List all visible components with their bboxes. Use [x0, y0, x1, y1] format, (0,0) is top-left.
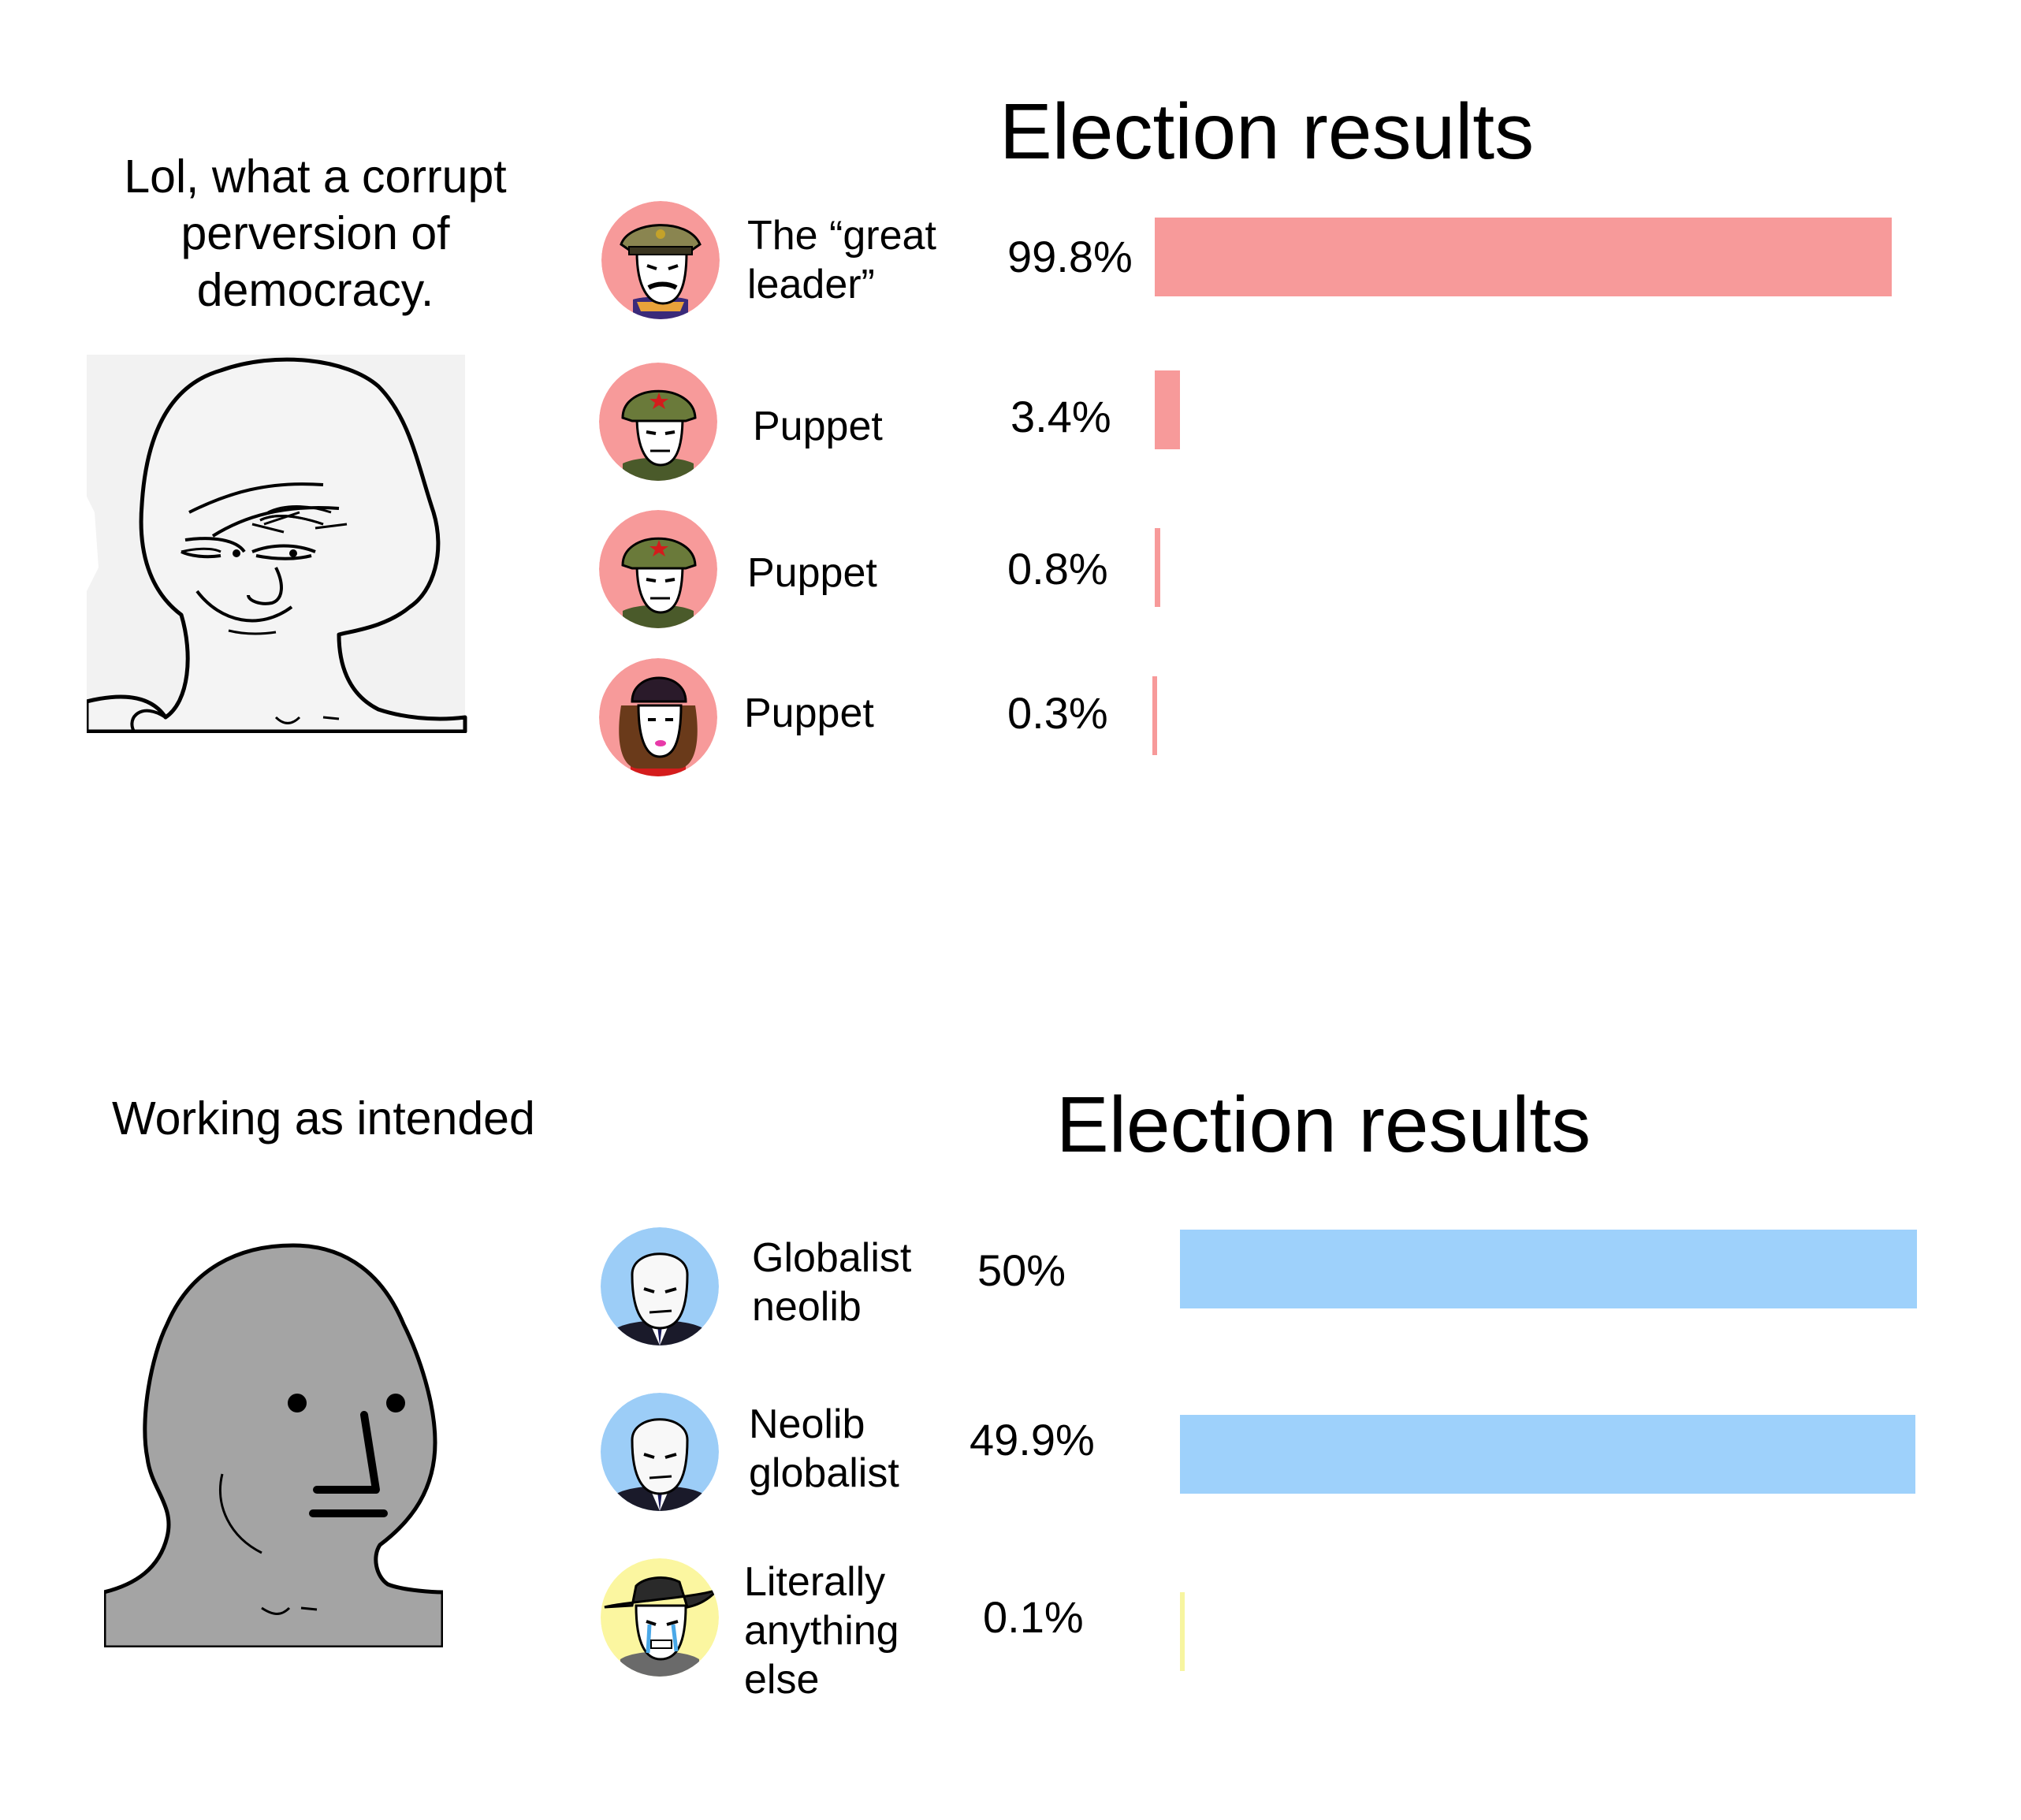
suit-man-avatar-icon — [601, 1227, 719, 1345]
percent-label: 3.4% — [1010, 392, 1111, 441]
top-chart-title: Election results — [999, 87, 1535, 176]
percent-label: 50% — [977, 1245, 1066, 1295]
percent-label: 49.9% — [970, 1415, 1095, 1465]
percent-label: 0.1% — [983, 1592, 1084, 1642]
candidate-label: The “great leader” — [747, 213, 936, 307]
result-bar — [1155, 370, 1180, 449]
percent-label: 0.8% — [1007, 544, 1108, 594]
bottom-chart-title: Election results — [1056, 1081, 1591, 1169]
result-bar — [1180, 1230, 1917, 1308]
candidate-label: Globalist neolib — [752, 1235, 912, 1330]
percent-label: 99.8% — [1007, 232, 1133, 281]
candidate-label: Puppet — [744, 690, 874, 736]
general-avatar-icon — [601, 201, 720, 319]
result-bar — [1180, 1415, 1915, 1494]
suit-man-avatar-icon — [601, 1393, 719, 1511]
npc-wojak-image — [104, 1238, 443, 1647]
candidate-label: Puppet — [747, 550, 877, 596]
result-bar — [1152, 676, 1157, 755]
percent-label: 0.3% — [1007, 688, 1108, 738]
top-caption: Lol, what a corrupt perversion of democr… — [124, 151, 507, 316]
woman-avatar-icon — [599, 658, 717, 776]
result-bar — [1155, 528, 1160, 607]
candidate-label: Neolib globalist — [749, 1401, 899, 1496]
result-bar — [1155, 218, 1892, 296]
result-bar — [1180, 1592, 1185, 1671]
smirking-wojak-image — [87, 355, 473, 733]
candidate-label: Puppet — [753, 404, 883, 449]
crying-cowboy-avatar-icon — [601, 1558, 719, 1677]
candidate-label: Literally anything else — [744, 1559, 899, 1703]
bottom-caption: Working as intended — [112, 1092, 535, 1144]
soldier-avatar-icon — [599, 510, 717, 628]
soldier-avatar-icon — [599, 363, 717, 481]
